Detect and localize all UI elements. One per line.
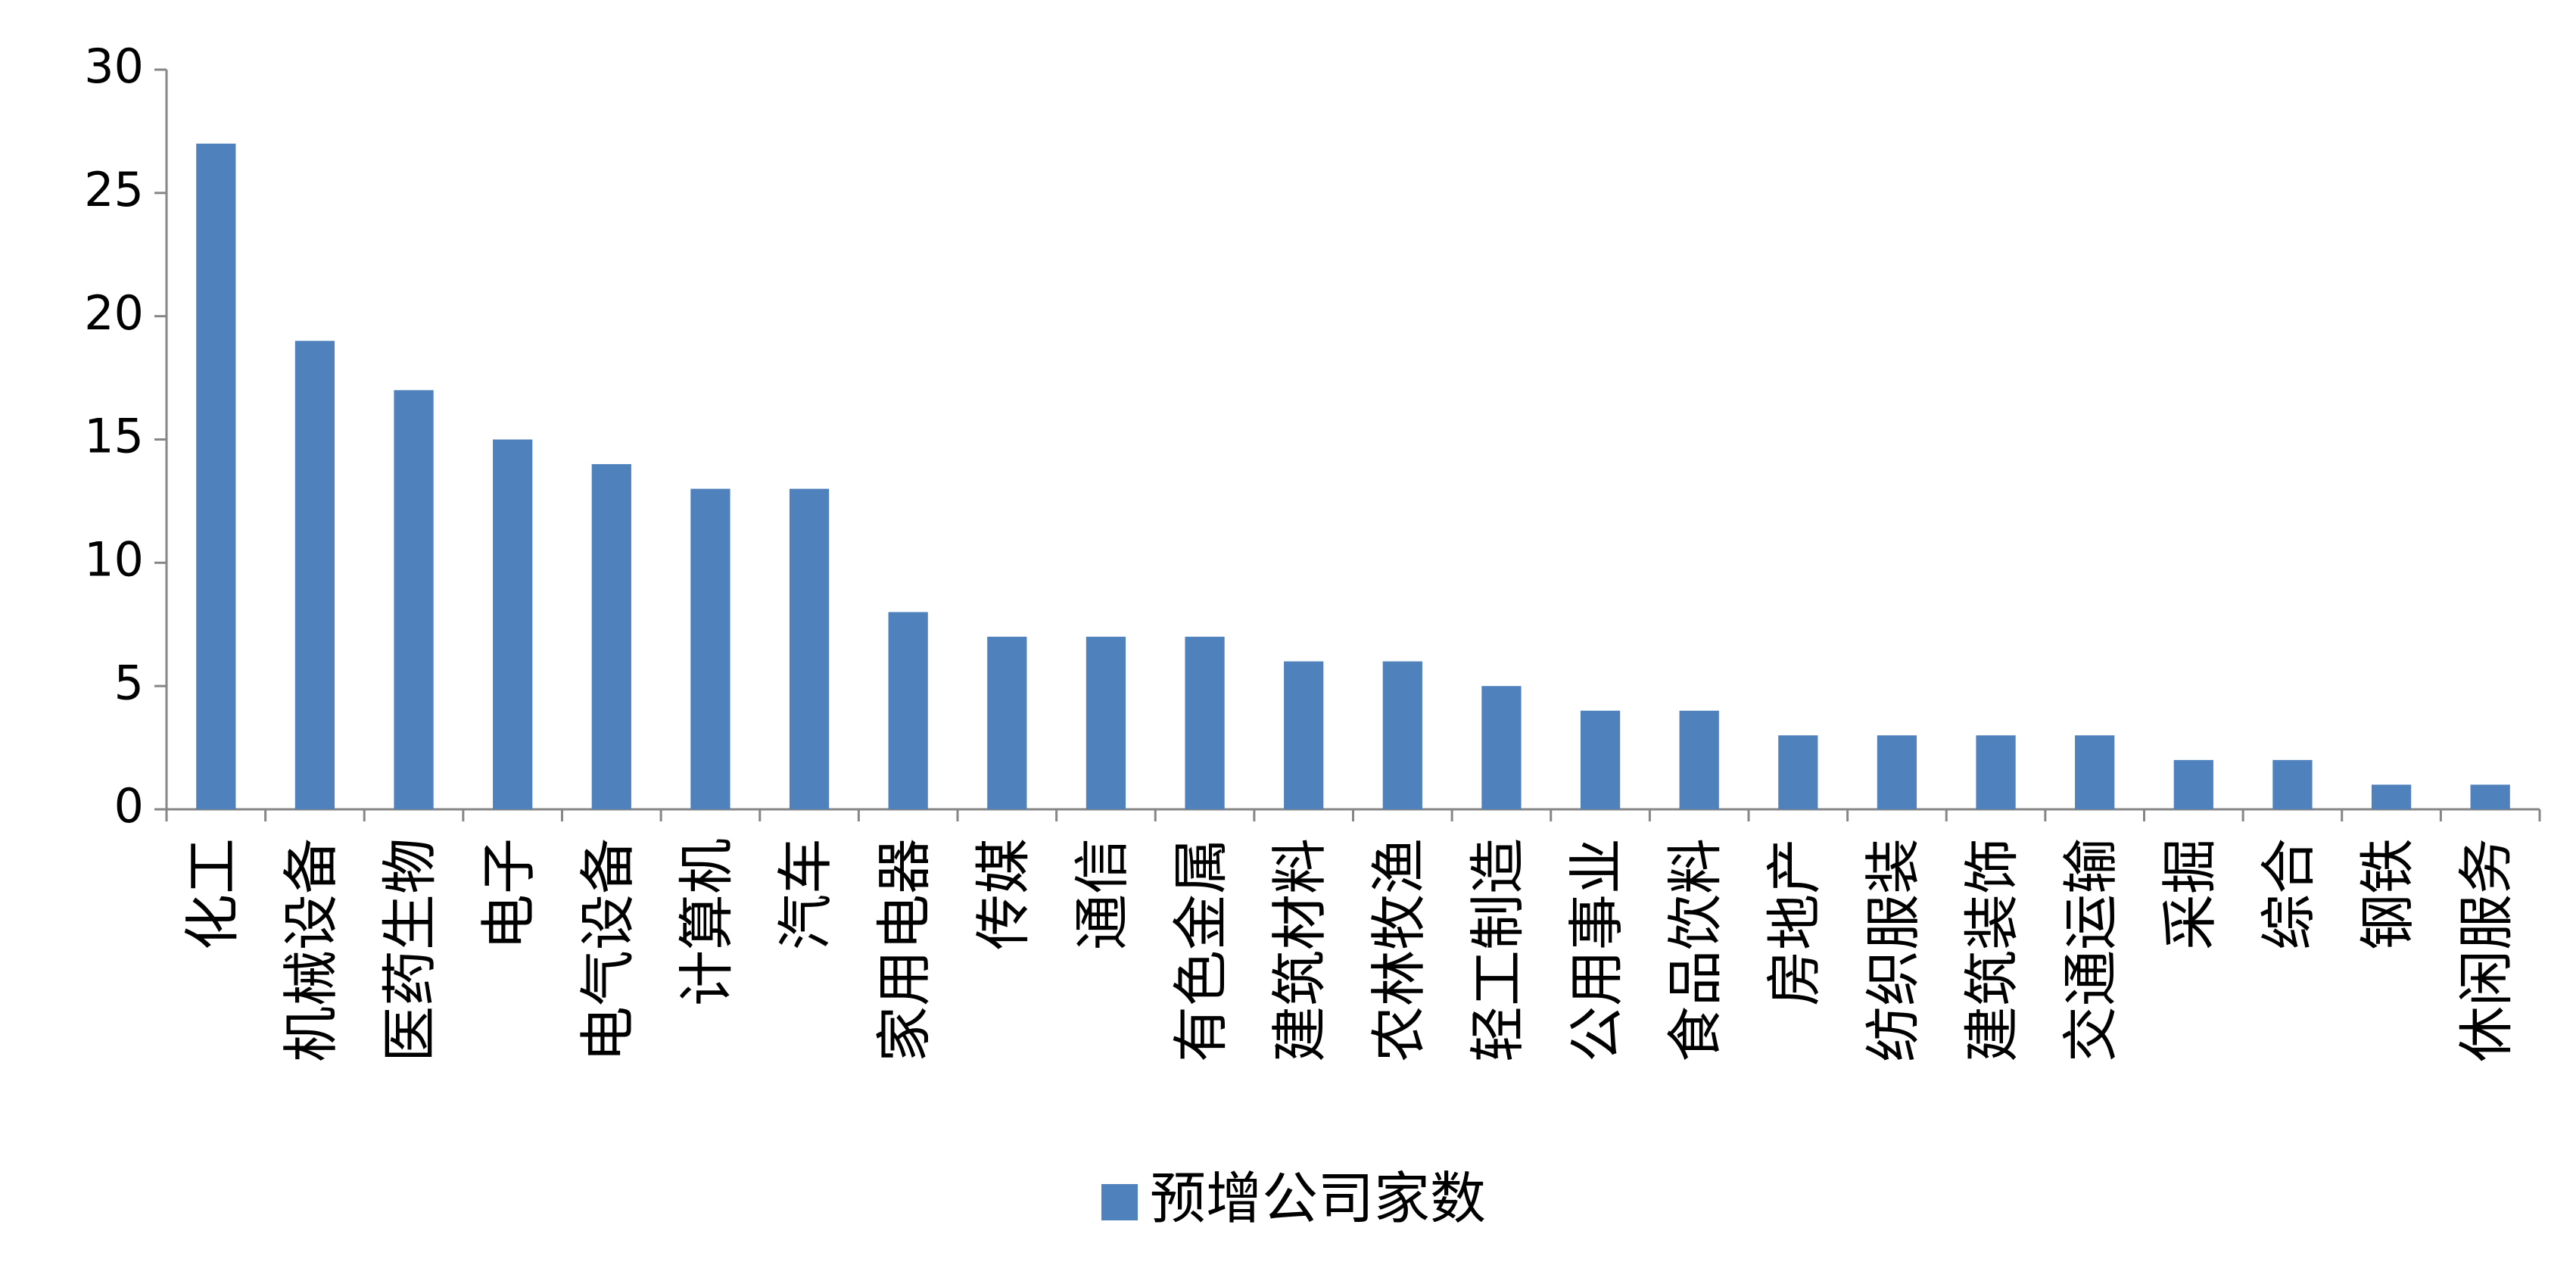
bar bbox=[1481, 686, 1522, 809]
bar bbox=[196, 143, 236, 809]
bar bbox=[1086, 637, 1126, 809]
y-tick-label: 30 bbox=[84, 39, 144, 94]
x-tick-label: 房地产 bbox=[1762, 838, 1827, 1006]
legend-swatch bbox=[1101, 1184, 1138, 1220]
x-tick-label: 公用事业 bbox=[1565, 838, 1630, 1062]
x-tick-label: 建筑装饰 bbox=[1960, 838, 2025, 1062]
y-tick-label: 10 bbox=[84, 531, 144, 587]
bar bbox=[1679, 710, 1719, 809]
bar bbox=[1580, 710, 1621, 809]
bar bbox=[1877, 735, 1917, 809]
bar bbox=[2272, 759, 2313, 809]
y-tick-label: 20 bbox=[84, 285, 144, 341]
bar bbox=[591, 464, 631, 809]
bar bbox=[789, 488, 830, 809]
bar bbox=[2371, 784, 2412, 809]
x-tick-label: 医药生物 bbox=[378, 838, 443, 1062]
x-tick-label: 有色金属 bbox=[1169, 838, 1234, 1062]
bar bbox=[1284, 661, 1324, 809]
x-tick-label: 化工 bbox=[180, 838, 245, 950]
x-tick-label: 钢铁 bbox=[2356, 838, 2421, 950]
bar bbox=[493, 439, 533, 809]
x-tick-label: 电气设备 bbox=[575, 838, 640, 1062]
x-tick-label: 纺织服装 bbox=[1861, 838, 1926, 1062]
bar bbox=[294, 341, 335, 809]
x-tick-label: 休闲服务 bbox=[2454, 838, 2519, 1062]
y-tick-label: 5 bbox=[114, 655, 144, 710]
y-tick-label: 0 bbox=[114, 778, 144, 834]
bar bbox=[2173, 759, 2213, 809]
x-tick-label: 家用电器 bbox=[872, 838, 937, 1062]
x-tick-label: 农林牧渔 bbox=[1366, 838, 1431, 1062]
bar bbox=[987, 637, 1027, 809]
x-tick-label: 食品饮料 bbox=[1663, 838, 1728, 1062]
bar bbox=[1778, 735, 1818, 809]
bar bbox=[2075, 735, 2115, 809]
x-tick-label: 通信 bbox=[1070, 838, 1135, 950]
x-tick-label: 电子 bbox=[477, 838, 542, 950]
bar bbox=[1976, 735, 2016, 809]
bar bbox=[888, 612, 928, 809]
x-tick-label: 传媒 bbox=[971, 838, 1036, 950]
bar bbox=[1185, 637, 1225, 809]
x-tick-label: 采掘 bbox=[2157, 838, 2222, 950]
y-tick-label: 15 bbox=[84, 409, 144, 464]
x-tick-label: 计算机 bbox=[674, 838, 740, 1006]
bar bbox=[2470, 784, 2510, 809]
bar bbox=[394, 390, 434, 809]
x-tick-label: 建筑材料 bbox=[1268, 838, 1333, 1062]
x-tick-label: 综合 bbox=[2257, 838, 2322, 950]
x-tick-label: 交通运输 bbox=[2059, 838, 2124, 1062]
x-tick-label: 机械设备 bbox=[279, 838, 344, 1062]
x-tick-label: 轻工制造 bbox=[1466, 838, 1531, 1062]
x-tick-label: 汽车 bbox=[774, 838, 839, 950]
bar bbox=[690, 488, 730, 809]
legend-label: 预增公司家数 bbox=[1150, 1167, 1486, 1232]
bar bbox=[1382, 661, 1422, 809]
y-tick-label: 25 bbox=[84, 162, 144, 217]
